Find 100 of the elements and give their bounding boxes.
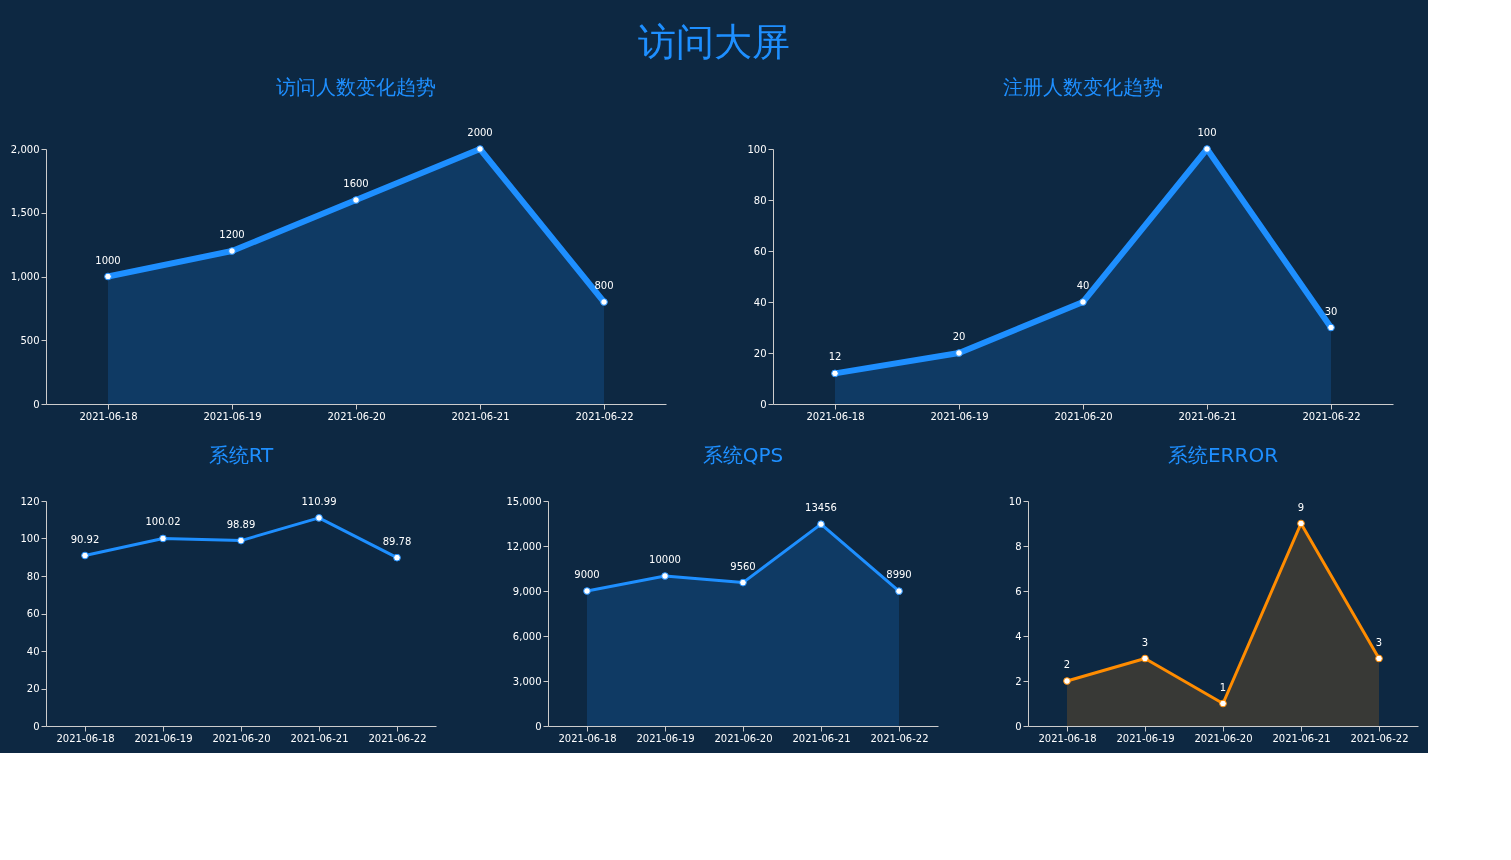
point [817,520,825,529]
x-tick-label: 2021-06-19 [134,732,193,744]
point [1327,323,1335,332]
data-label: 100 [1197,127,1217,138]
x-tick-label: 2021-06-21 [1178,410,1237,422]
point [476,145,484,153]
point [1219,699,1227,708]
data-label: 2000 [467,127,493,138]
x-tick-label: 2021-06-19 [1116,732,1175,744]
point [831,369,839,378]
x-tick-label: 2021-06-20 [1194,732,1253,744]
y-tick-label: 6,000 [512,630,542,642]
data-label: 1600 [343,178,369,189]
chart-title: 系统ERROR [1167,443,1279,467]
y-tick-label: 4 [1015,630,1022,642]
data-label: 98.89 [226,518,256,530]
y-tick-label: 60 [26,608,40,619]
y-tick-label: 9,000 [512,585,542,597]
y-tick-label: 2 [1015,675,1022,687]
data-label: 9000 [574,569,600,580]
y-tick-label: 8 [1015,540,1022,552]
data-label: 12 [828,351,842,363]
point [393,553,401,562]
y-tick-label: 1,500 [10,207,40,219]
data-label: 8990 [886,569,912,581]
point [237,536,245,545]
point [1141,654,1149,663]
x-tick-label: 2021-06-21 [792,732,851,744]
y-tick-label: 0 [535,720,542,732]
data-label: 13456 [805,502,837,514]
y-tick-label: 120 [20,495,40,507]
data-label: 800 [594,280,614,291]
data-label: 90.92 [70,533,100,545]
data-label: 30 [1324,305,1338,317]
point [1203,145,1211,153]
x-tick-label: 2021-06-19 [930,410,989,422]
point [600,298,608,306]
chart-title: 系统QPS [702,443,784,467]
y-tick-label: 1,000 [10,271,40,282]
y-tick-label: 20 [753,347,767,359]
x-tick-label: 2021-06-21 [1272,732,1331,744]
point [228,247,236,255]
y-tick-label: 6 [1015,585,1022,597]
y-tick-label: 20 [26,683,40,694]
x-tick-label: 2021-06-22 [575,410,634,422]
y-tick-label: 12,000 [506,540,542,552]
point [1079,298,1087,306]
point [955,349,963,357]
y-tick-label: 80 [26,570,40,582]
data-label: 1200 [219,229,245,240]
data-label: 9560 [730,560,756,572]
x-tick-label: 2021-06-22 [1302,410,1361,422]
data-label: 3 [1375,636,1383,648]
y-tick-label: 40 [753,296,767,308]
data-label: 10000 [649,554,681,565]
y-tick-label: 2,000 [10,143,40,155]
chart-title: 访问人数变化趋势 [276,75,436,99]
x-tick-label: 2021-06-18 [79,410,138,422]
x-tick-label: 2021-06-19 [636,732,695,744]
point [583,587,591,595]
x-tick-label: 2021-06-22 [870,732,929,744]
point [1297,519,1305,528]
point [1375,654,1383,663]
y-tick-label: 0 [760,398,767,410]
data-label: 89.78 [382,535,412,547]
point [895,587,903,595]
x-tick-label: 2021-06-18 [806,410,865,422]
x-tick-label: 2021-06-19 [203,410,262,422]
x-tick-label: 2021-06-22 [1350,732,1409,744]
point [661,572,669,580]
data-label: 100.02 [145,516,181,528]
y-tick-label: 0 [33,398,40,410]
point [1063,677,1071,685]
point [739,578,747,587]
x-tick-label: 2021-06-20 [212,732,271,744]
y-tick-label: 80 [753,194,767,206]
y-tick-label: 100 [20,533,40,544]
data-label: 20 [952,331,966,342]
point [315,514,323,522]
text: 访问大屏 [638,20,791,64]
x-tick-label: 2021-06-20 [327,410,386,422]
x-tick-label: 2021-06-18 [1038,732,1097,744]
x-tick-label: 2021-06-20 [1054,410,1113,422]
y-tick-label: 10 [1008,495,1022,507]
y-tick-label: 0 [33,720,40,732]
x-tick-label: 2021-06-21 [290,732,349,744]
chart-title: 注册人数变化趋势 [1003,75,1163,99]
data-label: 9 [1297,501,1305,513]
data-label: 3 [1141,636,1149,648]
x-tick-label: 2021-06-18 [56,732,115,744]
y-tick-label: 500 [20,334,40,346]
point [104,272,112,281]
point [352,196,360,204]
data-label: 1000 [95,254,121,266]
y-tick-label: 60 [753,245,767,257]
y-tick-label: 40 [26,645,40,657]
x-tick-label: 2021-06-20 [714,732,773,744]
y-tick-label: 0 [1015,720,1022,732]
data-label: 110.99 [301,495,337,507]
y-tick-label: 100 [747,143,767,155]
